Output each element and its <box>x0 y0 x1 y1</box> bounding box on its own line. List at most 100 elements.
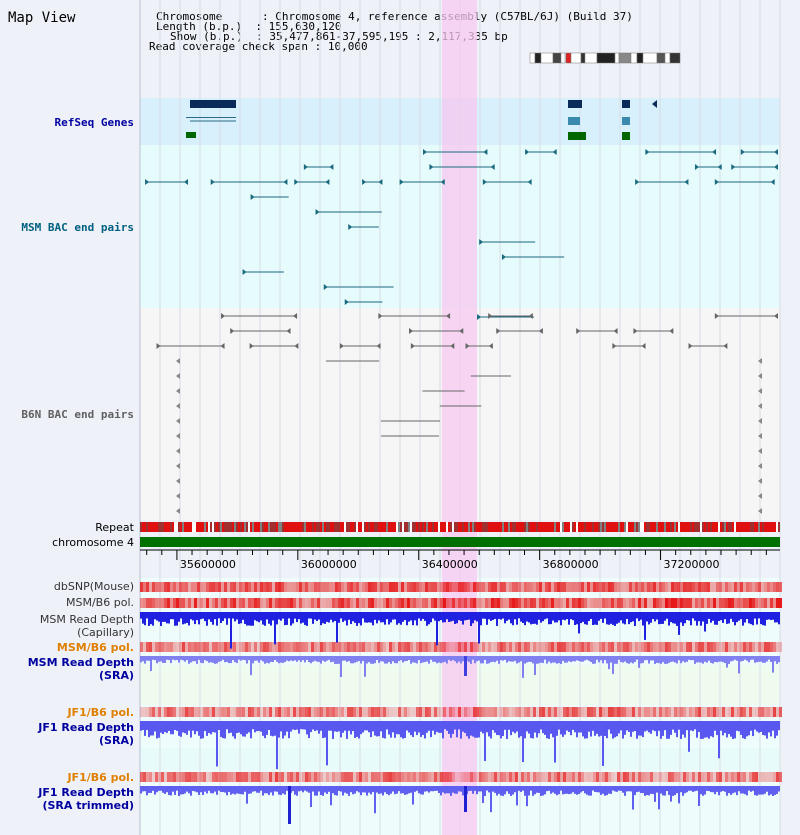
snp-density <box>239 707 242 717</box>
read-depth-bar <box>562 721 564 737</box>
snp-density <box>590 707 593 717</box>
read-depth-bar <box>594 721 596 736</box>
read-depth-bar <box>278 786 280 795</box>
snp-density <box>386 598 389 608</box>
repeat-segment <box>196 522 198 532</box>
read-depth-bar <box>236 786 238 794</box>
snp-density <box>728 707 731 717</box>
snp-density <box>779 582 782 592</box>
read-depth-bar <box>424 612 426 621</box>
read-depth-bar <box>242 786 244 795</box>
read-depth-bar <box>168 786 170 796</box>
read-depth-bar <box>170 786 172 796</box>
snp-density <box>284 642 287 652</box>
read-depth-bar <box>742 612 744 626</box>
snp-density <box>461 582 464 592</box>
repeat-segment <box>666 522 668 532</box>
bac-end <box>528 313 533 319</box>
repeat-segment <box>480 522 482 532</box>
read-depth-bar <box>444 656 446 662</box>
snp-density <box>167 642 170 652</box>
read-depth-bar <box>716 656 718 663</box>
header-coverage-span: Read coverage check span : 10,000 <box>149 40 368 53</box>
snp-density <box>242 707 245 717</box>
snp-density <box>320 772 323 782</box>
snp-density <box>314 772 317 782</box>
snp-density <box>755 707 758 717</box>
snp-density <box>305 707 308 717</box>
repeat-segment <box>210 522 212 532</box>
read-depth-bar <box>664 656 666 664</box>
read-depth-bar <box>338 612 340 623</box>
read-depth-bar <box>178 612 180 622</box>
bac-end <box>283 179 288 185</box>
snp-density <box>221 707 224 717</box>
snp-density <box>491 642 494 652</box>
snp-density <box>545 642 548 652</box>
read-depth-bar <box>526 656 528 663</box>
snp-density <box>188 707 191 717</box>
snp-density <box>170 598 173 608</box>
bac-end <box>348 224 353 230</box>
read-depth-bar <box>706 786 708 791</box>
snp-density <box>200 707 203 717</box>
snp-density <box>734 598 737 608</box>
read-depth-bar <box>356 786 358 792</box>
read-depth-bar <box>492 656 494 662</box>
ideogram-band <box>552 52 562 64</box>
snp-density <box>746 582 749 592</box>
read-depth-bar <box>256 612 258 622</box>
read-depth-bar <box>466 612 468 621</box>
read-depth-bar <box>340 721 342 738</box>
snp-density <box>554 707 557 717</box>
snp-density <box>350 642 353 652</box>
snp-density <box>455 642 458 652</box>
read-depth-bar <box>652 612 654 620</box>
read-depth-bar <box>202 612 204 619</box>
read-depth-bar <box>310 786 312 807</box>
repeat-segment <box>766 522 768 532</box>
snp-density <box>143 707 146 717</box>
bac-end <box>315 209 320 215</box>
read-depth-bar <box>764 612 766 626</box>
snp-density <box>752 642 755 652</box>
read-depth-bar <box>692 612 694 619</box>
repeat-segment <box>660 522 662 532</box>
snp-density <box>185 582 188 592</box>
repeat-segment <box>674 522 676 532</box>
repeat-segment <box>248 522 250 532</box>
read-depth-bar <box>578 786 580 794</box>
read-depth-bar <box>778 656 780 663</box>
snp-density <box>464 707 467 717</box>
snp-density <box>368 598 371 608</box>
snp-density <box>203 642 206 652</box>
repeat-segment <box>634 522 636 532</box>
snp-density <box>533 598 536 608</box>
read-depth-bar <box>310 656 312 664</box>
read-depth-bar <box>354 612 356 623</box>
read-depth-bar <box>194 721 196 735</box>
header-key: Read coverage check span <box>149 40 308 53</box>
read-depth-bar <box>632 721 634 732</box>
snp-density <box>710 707 713 717</box>
bac-end <box>422 149 427 155</box>
read-depth-bar <box>330 786 332 806</box>
snp-density <box>479 642 482 652</box>
refseq-gene <box>568 117 580 125</box>
read-depth-bar <box>546 612 548 619</box>
snp-density <box>152 598 155 608</box>
snp-density <box>473 772 476 782</box>
snp-density <box>164 772 167 782</box>
read-depth-bar <box>652 786 654 795</box>
read-depth-bar <box>166 612 168 624</box>
snp-density <box>395 707 398 717</box>
snp-density <box>308 707 311 717</box>
snp-density <box>776 598 779 608</box>
read-depth-bar <box>378 721 380 737</box>
snp-density <box>746 707 749 717</box>
read-depth-bar <box>204 612 206 622</box>
read-depth-bar <box>766 786 768 792</box>
snp-density <box>746 642 749 652</box>
read-depth-bar <box>206 612 208 626</box>
